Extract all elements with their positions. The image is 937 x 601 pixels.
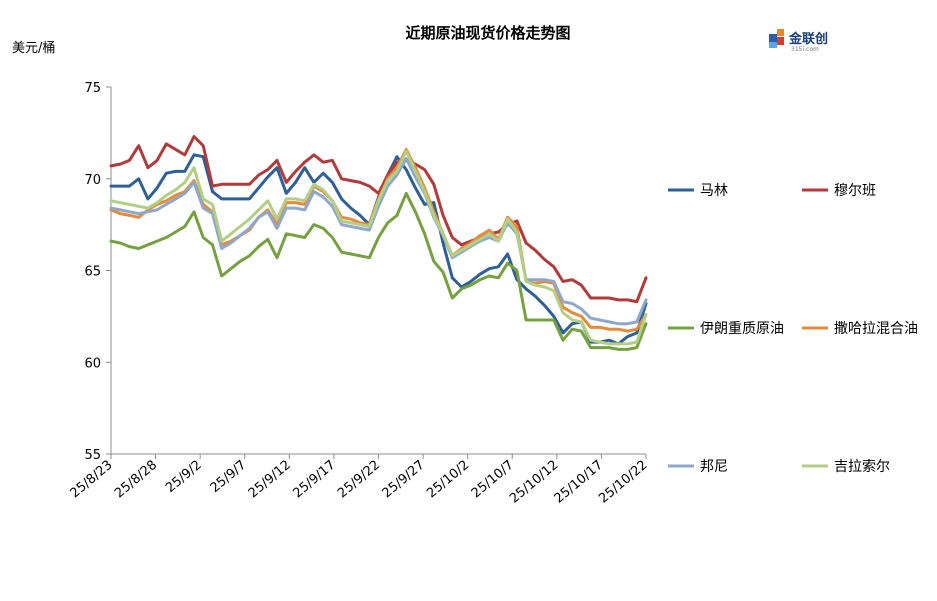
x-tick-label: 25/9/12 bbox=[246, 458, 294, 502]
x-tick-label: 25/10/12 bbox=[507, 458, 561, 507]
legend-item-3: 伊朗重质原油 bbox=[668, 321, 784, 337]
legend-item-5: 邦尼 bbox=[668, 459, 728, 475]
y-tick-label: 55 bbox=[84, 448, 101, 463]
x-tick-label: 25/10/22 bbox=[596, 458, 650, 507]
logo-name: 金联创 bbox=[788, 31, 828, 47]
logo-mark-icon bbox=[769, 29, 784, 48]
legend-item-1: 马林 bbox=[668, 183, 728, 199]
legend-item-6: 吉拉索尔 bbox=[802, 458, 890, 475]
legend-item-2: 穆尔班 bbox=[802, 183, 876, 199]
legend-label: 伊朗重质原油 bbox=[700, 321, 784, 337]
x-tick-label: 25/9/17 bbox=[290, 458, 338, 502]
x-tick-label: 25/8/28 bbox=[112, 458, 160, 502]
x-tick-label: 25/8/23 bbox=[68, 458, 116, 502]
series-line-5 bbox=[109, 157, 648, 326]
series-line-3 bbox=[109, 191, 648, 351]
legend-label: 撒哈拉混合油 bbox=[834, 321, 918, 337]
x-tick-label: 25/9/22 bbox=[335, 458, 383, 502]
y-tick-label: 70 bbox=[84, 173, 101, 188]
logo-url: 315i.com bbox=[791, 46, 819, 53]
x-tick-label: 25/9/7 bbox=[208, 458, 250, 496]
y-tick-label: 65 bbox=[84, 265, 101, 280]
chart-series bbox=[109, 135, 648, 351]
x-tick-label: 25/9/27 bbox=[380, 458, 428, 502]
x-tick-label: 25/10/17 bbox=[552, 458, 606, 507]
x-tick-label: 25/10/2 bbox=[424, 458, 472, 502]
x-tick-label: 25/9/2 bbox=[163, 458, 205, 496]
legend-item-4: 撒哈拉混合油 bbox=[802, 321, 918, 337]
legend-label: 吉拉索尔 bbox=[834, 458, 890, 475]
series-line-6 bbox=[109, 149, 648, 346]
company-logo: 金联创 315i.com bbox=[769, 29, 828, 53]
series-line-2 bbox=[109, 135, 648, 304]
legend-label: 邦尼 bbox=[700, 459, 728, 475]
legend-label: 穆尔班 bbox=[834, 183, 876, 199]
chart-title: 近期原油现货价格走势图 bbox=[405, 24, 570, 42]
legend-label: 马林 bbox=[700, 183, 728, 199]
y-axis-unit-label: 美元/桶 bbox=[12, 41, 55, 56]
y-tick-label: 60 bbox=[84, 356, 101, 371]
y-tick-label: 75 bbox=[84, 81, 101, 96]
